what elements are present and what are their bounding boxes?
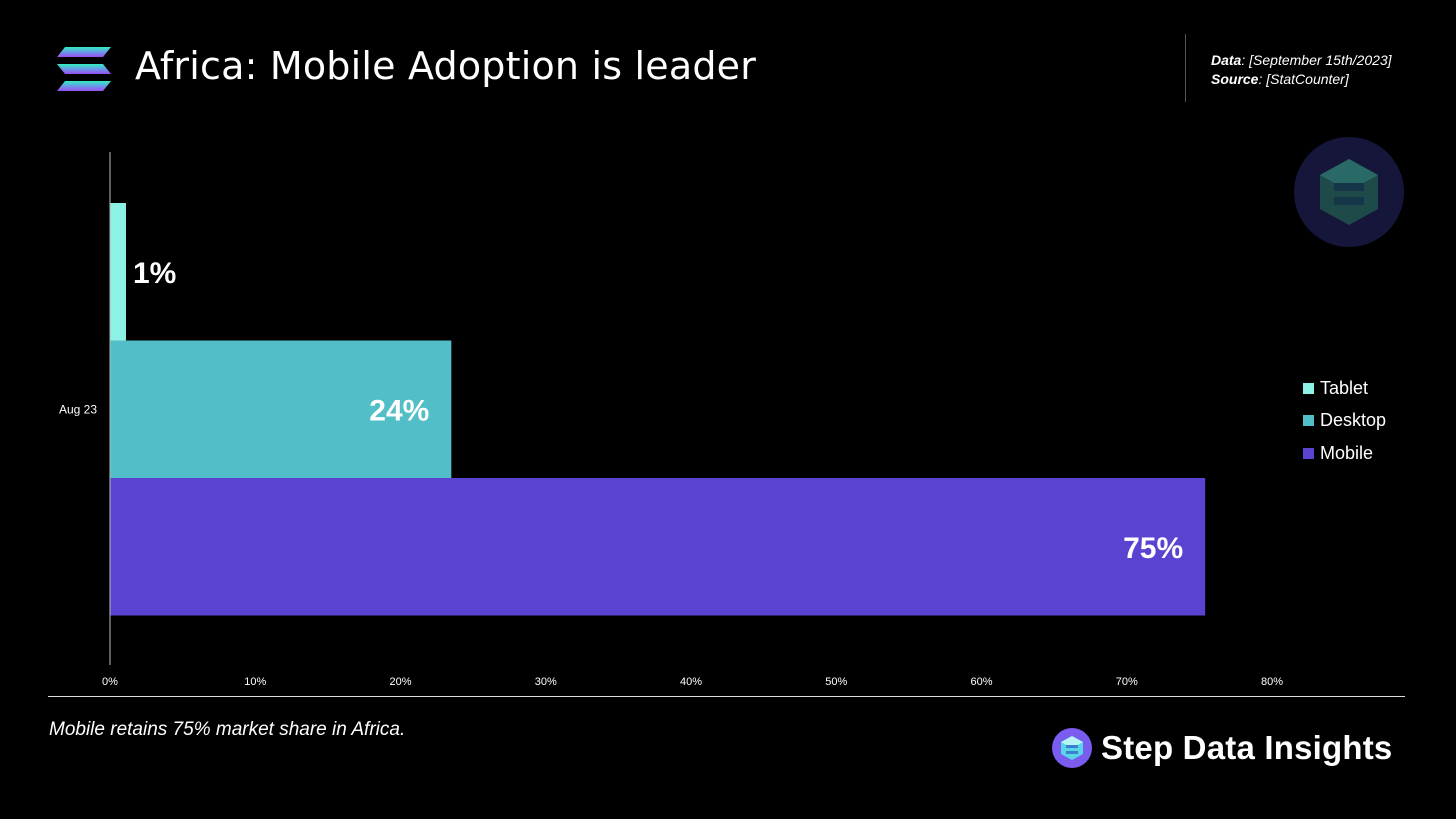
x-tick-label: 70% [1116, 676, 1138, 688]
x-tick-label: 60% [970, 676, 992, 688]
legend-label: Desktop [1320, 410, 1387, 431]
legend-item-desktop: Desktop [1303, 405, 1386, 438]
legend: Tablet Desktop Mobile [1303, 372, 1386, 470]
bar-chart: 1% 24% 75% 0% 10% 20% 30% 40% 50% 60% 70% 80% Aug … [59, 152, 1283, 688]
source-info: Data: [September 15th/2023] Source: [Sta… [1211, 51, 1392, 89]
legend-label: Tablet [1320, 377, 1369, 398]
category-label: Aug 23 [59, 402, 97, 416]
page-title: Africa: Mobile Adoption is leader [135, 44, 757, 88]
source-value: : [StatCounter] [1258, 71, 1349, 87]
x-tick-label: 20% [389, 676, 411, 688]
x-tick-label: 30% [535, 676, 557, 688]
brand-logo-icon [1052, 728, 1092, 768]
x-tick-label: 40% [680, 676, 702, 688]
footer-divider [48, 696, 1405, 697]
x-tick-label: 10% [244, 676, 266, 688]
bar-mobile [110, 478, 1206, 616]
bar-desktop [110, 340, 452, 478]
legend-label: Mobile [1320, 442, 1374, 463]
data-label-tablet: 1% [133, 257, 176, 290]
x-tick-label: 50% [825, 676, 847, 688]
logo-icon [57, 47, 111, 91]
data-label: Data [1211, 52, 1242, 68]
data-value: : [September 15th/2023] [1241, 52, 1392, 68]
brand: Step Data Insights [1052, 728, 1392, 768]
x-tick-label: 80% [1261, 676, 1283, 688]
legend-swatch [1303, 415, 1314, 427]
bar-tablet [110, 203, 126, 341]
legend-swatch [1303, 382, 1314, 394]
brand-name: Step Data Insights [1101, 729, 1393, 766]
legend-item-mobile: Mobile [1303, 437, 1386, 470]
header-divider [1185, 34, 1186, 102]
x-tick-label: 0% [102, 676, 118, 688]
legend-item-tablet: Tablet [1303, 372, 1386, 405]
legend-swatch [1303, 447, 1314, 459]
source-label: Source [1211, 71, 1259, 87]
caption: Mobile retains 75% market share in Afric… [49, 719, 406, 740]
data-label-mobile: 75% [1123, 532, 1183, 565]
watermark-icon [1294, 137, 1404, 247]
data-label-desktop: 24% [369, 394, 429, 427]
